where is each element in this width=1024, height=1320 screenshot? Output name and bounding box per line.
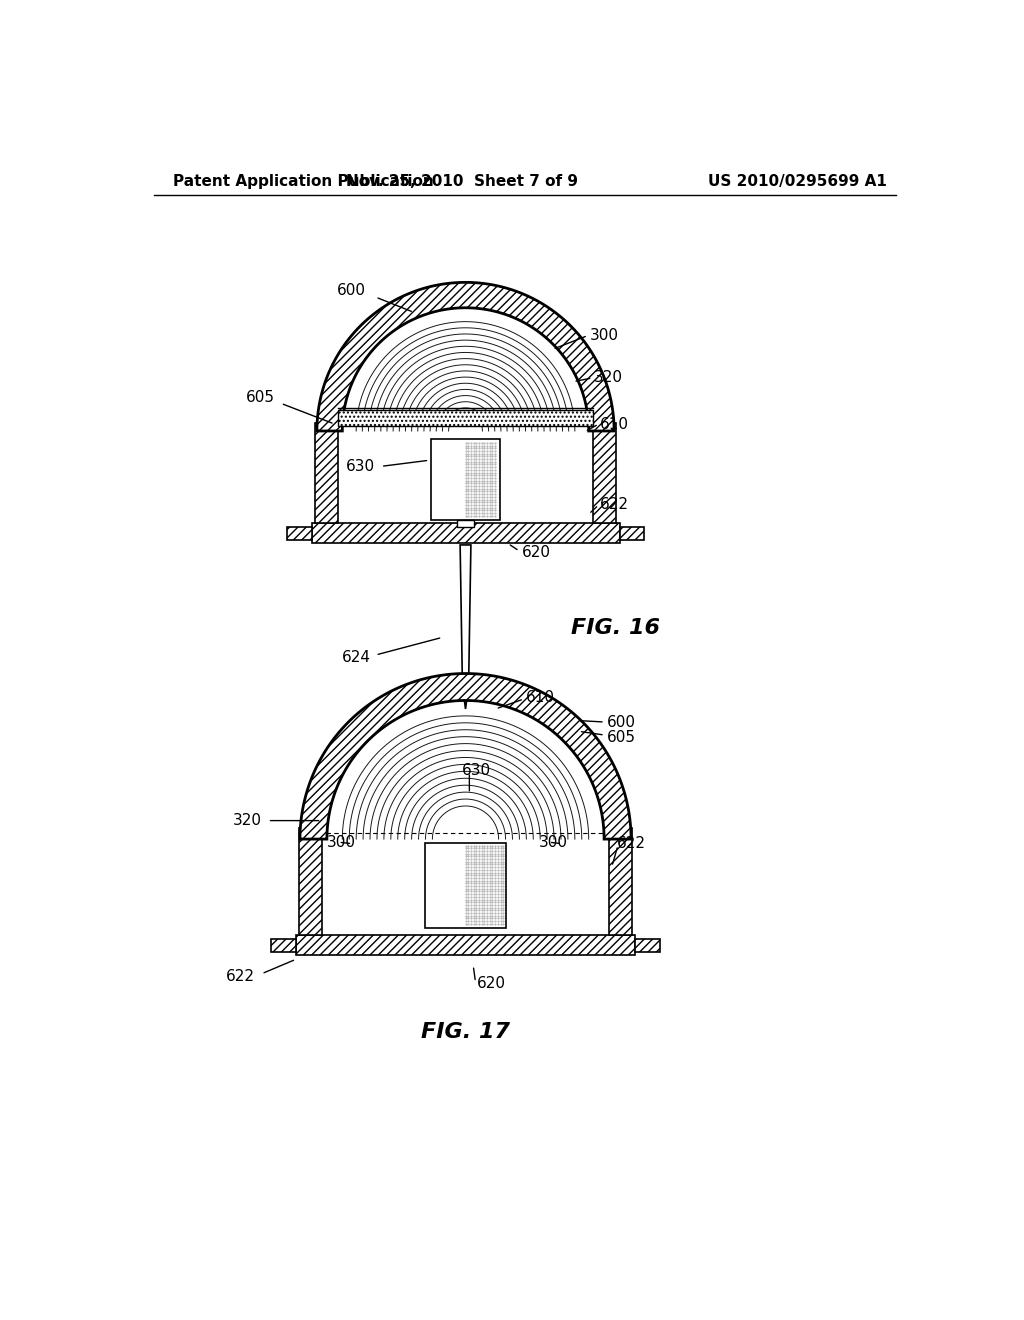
Bar: [311, 524, 620, 544]
Bar: [287, 527, 311, 540]
Bar: [338, 424, 593, 524]
Text: 624: 624: [342, 649, 371, 665]
Bar: [457, 520, 474, 527]
Polygon shape: [460, 545, 471, 709]
Text: 600: 600: [337, 284, 366, 298]
Polygon shape: [316, 282, 614, 430]
Text: 620: 620: [521, 545, 551, 560]
Text: Patent Application Publication: Patent Application Publication: [173, 174, 433, 189]
Bar: [314, 424, 338, 524]
Bar: [296, 936, 635, 956]
Text: 610: 610: [600, 417, 630, 432]
Text: 622: 622: [617, 836, 646, 851]
Bar: [299, 828, 323, 936]
Bar: [620, 527, 644, 540]
Polygon shape: [300, 673, 631, 840]
Text: 630: 630: [462, 763, 490, 777]
Text: 622: 622: [600, 498, 630, 512]
Text: 622: 622: [226, 969, 255, 983]
Bar: [593, 424, 616, 524]
Text: FIG. 16: FIG. 16: [571, 618, 660, 638]
Text: 605: 605: [247, 389, 275, 405]
Text: 320: 320: [232, 813, 261, 828]
Bar: [323, 828, 608, 936]
Bar: [431, 438, 500, 520]
Text: 320: 320: [594, 371, 623, 385]
Text: 300: 300: [327, 834, 356, 850]
Text: 605: 605: [606, 730, 636, 744]
Bar: [425, 843, 506, 928]
Bar: [635, 940, 659, 952]
Text: 630: 630: [346, 459, 376, 474]
Text: 300: 300: [590, 327, 620, 343]
Text: FIG. 17: FIG. 17: [421, 1023, 510, 1043]
Bar: [608, 828, 632, 936]
Bar: [271, 940, 296, 952]
Text: US 2010/0295699 A1: US 2010/0295699 A1: [708, 174, 887, 189]
Text: 600: 600: [606, 714, 636, 730]
Text: 620: 620: [477, 977, 506, 991]
Text: 300: 300: [539, 834, 567, 850]
Text: Nov. 25, 2010  Sheet 7 of 9: Nov. 25, 2010 Sheet 7 of 9: [346, 174, 578, 189]
Text: 610: 610: [525, 690, 555, 705]
Bar: [338, 411, 593, 425]
